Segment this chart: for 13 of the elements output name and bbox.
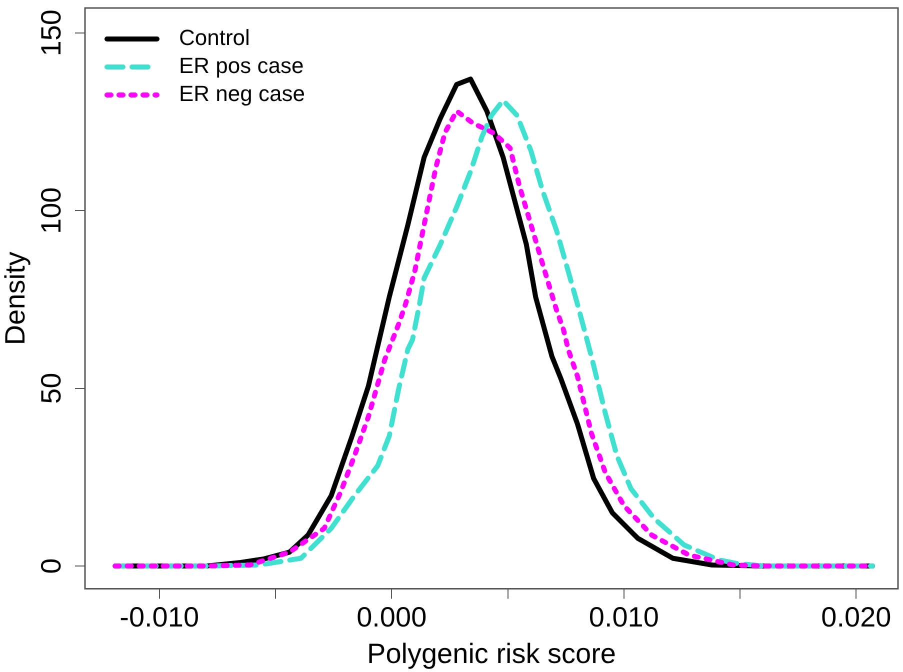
legend-label: Control	[179, 25, 250, 50]
y-tick-label: 0	[36, 558, 67, 574]
legend-label: ER pos case	[179, 53, 304, 78]
x-tick-label: 0.020	[821, 601, 892, 632]
legend-label: ER neg case	[179, 81, 305, 106]
y-tick-label: 100	[36, 187, 67, 234]
y-tick-label: 150	[36, 10, 67, 56]
x-tick-label: 0.000	[356, 601, 427, 632]
x-tick-label: 0.010	[588, 601, 659, 632]
x-axis-title: Polygenic risk score	[367, 638, 616, 669]
y-tick-label: 50	[36, 372, 67, 404]
y-axis-title: Density	[0, 252, 31, 346]
x-tick-label: -0.010	[120, 601, 200, 632]
